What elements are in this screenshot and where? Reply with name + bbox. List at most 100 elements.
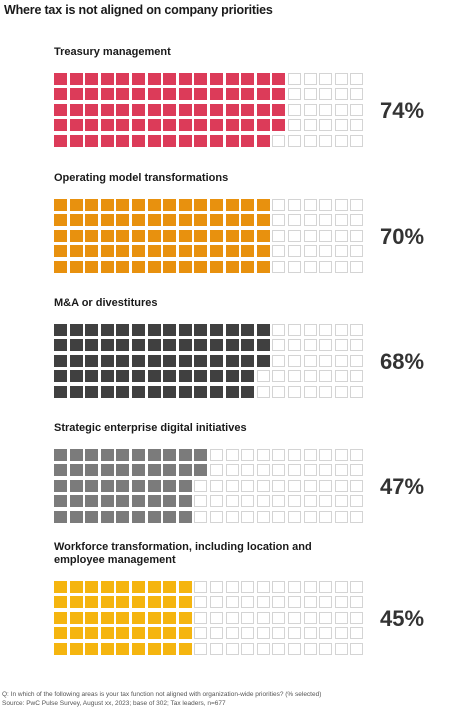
waffle-cell-empty xyxy=(334,229,348,242)
waffle-cell-filled xyxy=(132,370,145,383)
waffle-cell-filled xyxy=(178,581,192,593)
waffle-cell-empty xyxy=(319,642,333,655)
waffle-cell-filled xyxy=(100,103,114,116)
waffle-cell-filled xyxy=(100,642,114,655)
waffle-cell-filled xyxy=(85,245,99,258)
waffle-cell-filled xyxy=(210,245,223,258)
waffle-cell-filled xyxy=(100,214,114,227)
waffle-cell-filled xyxy=(241,103,255,116)
waffle-cell-empty xyxy=(334,103,348,116)
waffle-cell-empty xyxy=(288,581,301,593)
waffle-cell-empty xyxy=(350,479,364,492)
waffle-cell-filled xyxy=(272,103,286,116)
waffle-cell-filled xyxy=(132,324,145,336)
waffle-cell-filled xyxy=(178,510,192,523)
waffle-cell-filled xyxy=(85,324,99,336)
waffle-cell-filled xyxy=(100,596,114,609)
waffle-cell-filled xyxy=(85,611,99,624)
waffle-cell-empty xyxy=(319,354,333,367)
waffle-cell-filled xyxy=(116,495,130,508)
waffle-cell-empty xyxy=(210,449,223,461)
waffle-cell-empty xyxy=(288,245,301,258)
waffle-cell-empty xyxy=(256,510,270,523)
waffle-cell-empty xyxy=(303,324,317,336)
waffle-cell-filled xyxy=(272,88,286,101)
waffle-cell-filled xyxy=(256,354,270,367)
waffle-cell-empty xyxy=(303,596,317,609)
waffle-cell-empty xyxy=(319,449,333,461)
waffle-cell-filled xyxy=(210,385,223,398)
waffle-cell-empty xyxy=(225,642,239,655)
waffle-cell-filled xyxy=(54,260,67,273)
waffle-cell-empty xyxy=(319,245,333,258)
waffle-cell-filled xyxy=(163,581,177,593)
waffle-cell-empty xyxy=(334,581,348,593)
waffle-cell-filled xyxy=(85,581,99,593)
waffle-cell-filled xyxy=(116,464,130,477)
waffle-cell-empty xyxy=(350,627,364,640)
waffle-cell-empty xyxy=(288,134,301,147)
waffle-cell-filled xyxy=(178,495,192,508)
waffle-cell-empty xyxy=(303,229,317,242)
waffle-cell-filled xyxy=(225,199,239,211)
waffle-cell-filled xyxy=(147,134,161,147)
waffle-cell-filled xyxy=(69,229,83,242)
waffle-cell-filled xyxy=(178,370,192,383)
percentage-label: 45% xyxy=(380,606,425,631)
waffle-cell-filled xyxy=(147,354,161,367)
waffle-cell-empty xyxy=(288,510,301,523)
waffle-cell-filled xyxy=(147,260,161,273)
waffle-cell-filled xyxy=(272,119,286,132)
waffle-cell-empty xyxy=(288,464,301,477)
footnote-source: Source: PwC Pulse Survey, August xx, 202… xyxy=(2,700,226,707)
waffle-cell-filled xyxy=(241,199,255,211)
waffle-cell-filled xyxy=(132,495,145,508)
waffle-cell-filled xyxy=(116,596,130,609)
waffle-cell-filled xyxy=(241,324,255,336)
waffle-cell-empty xyxy=(272,464,286,477)
waffle-cell-empty xyxy=(319,214,333,227)
waffle-cell-filled xyxy=(178,103,192,116)
waffle-cell-filled xyxy=(54,339,67,352)
waffle-cell-filled xyxy=(163,214,177,227)
waffle-cell-filled xyxy=(132,449,145,461)
waffle-cell-empty xyxy=(288,88,301,101)
waffle-cell-filled xyxy=(147,119,161,132)
waffle-cell-filled xyxy=(163,339,177,352)
waffle-cell-filled xyxy=(225,339,239,352)
waffle-cell-filled xyxy=(178,627,192,640)
waffle-cell-empty xyxy=(256,449,270,461)
waffle-cell-filled xyxy=(116,134,130,147)
waffle-cell-filled xyxy=(256,134,270,147)
waffle-cell-filled xyxy=(100,479,114,492)
waffle-cell-filled xyxy=(178,214,192,227)
waffle-cell-empty xyxy=(272,495,286,508)
waffle-cell-empty xyxy=(272,214,286,227)
waffle-cell-filled xyxy=(100,581,114,593)
waffle-cell-filled xyxy=(163,229,177,242)
waffle-cell-filled xyxy=(225,103,239,116)
waffle-cell-empty xyxy=(303,581,317,593)
waffle-cell-filled xyxy=(85,627,99,640)
waffle-cell-empty xyxy=(272,260,286,273)
waffle-cell-filled xyxy=(194,354,208,367)
waffle-cell-filled xyxy=(163,611,177,624)
waffle-cell-filled xyxy=(85,214,99,227)
waffle-cell-empty xyxy=(303,214,317,227)
waffle-cell-filled xyxy=(100,385,114,398)
waffle-cell-filled xyxy=(100,510,114,523)
waffle-cell-filled xyxy=(163,119,177,132)
waffle-cell-empty xyxy=(303,339,317,352)
waffle-cell-filled xyxy=(69,134,83,147)
waffle-cell-empty xyxy=(288,339,301,352)
waffle-cell-filled xyxy=(178,596,192,609)
waffle-cell-filled xyxy=(69,73,83,85)
waffle-cell-empty xyxy=(194,581,208,593)
waffle-cell-empty xyxy=(272,199,286,211)
waffle-cell-filled xyxy=(241,339,255,352)
waffle-cell-filled xyxy=(194,103,208,116)
waffle-cell-filled xyxy=(100,611,114,624)
waffle-cell-filled xyxy=(54,510,67,523)
waffle-cell-filled xyxy=(225,214,239,227)
waffle-cell-filled xyxy=(256,199,270,211)
